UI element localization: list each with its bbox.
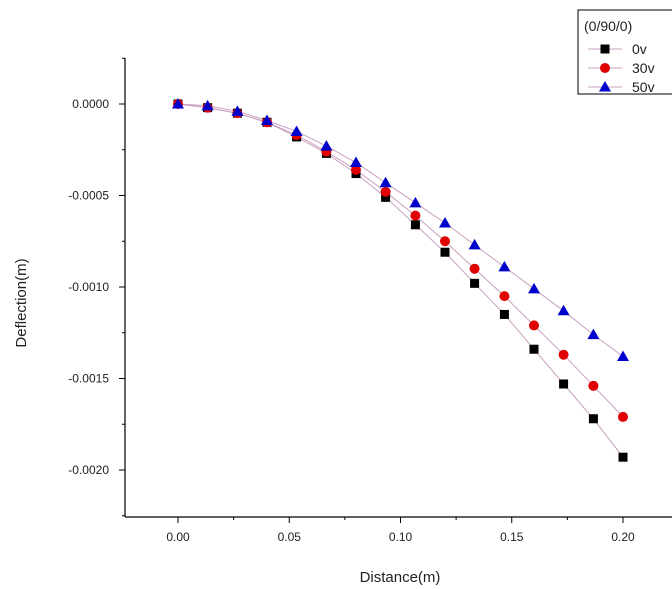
chart-series-lines: [177, 103, 624, 458]
y-tick-label: -0.0005: [68, 189, 109, 203]
data-point-50v: [528, 282, 540, 294]
x-tick-label: 0.00: [166, 530, 190, 544]
legend-marker-50v: [599, 81, 611, 92]
x-tick-label: 0.15: [500, 530, 524, 544]
data-point-50v: [172, 98, 184, 109]
data-point-50v: [468, 238, 481, 250]
x-axis-title: Distance(m): [360, 569, 441, 586]
data-point-30v: [469, 263, 480, 274]
data-point-0v: [588, 414, 598, 424]
chart-legend: (0/90/0) 0v 30v 50v: [577, 9, 672, 95]
data-point-50v: [557, 304, 570, 316]
data-point-50v: [439, 216, 451, 228]
data-point-30v: [351, 164, 361, 175]
data-point-50v: [201, 99, 214, 111]
legend-box: [577, 9, 672, 95]
x-tick-label: 0.05: [278, 530, 302, 544]
series-line-30v: [177, 103, 624, 418]
legend-label-0v: 0v: [632, 41, 647, 57]
y-tick-label: -0.0015: [68, 372, 109, 386]
data-point-0v: [381, 192, 391, 202]
data-point-30v: [380, 186, 391, 197]
series-line-0v: [177, 103, 624, 458]
x-tick-label: 0.20: [611, 530, 635, 544]
legend-marker-30v: [600, 63, 610, 73]
chart-series-markers: [172, 98, 629, 462]
y-tick-label: -0.0010: [68, 280, 109, 294]
data-point-50v: [290, 125, 303, 136]
legend-label-50v: 50v: [632, 79, 655, 95]
chart-axes: [124, 58, 672, 518]
data-point-0v: [410, 220, 420, 230]
y-axis-title: Deflection(m): [13, 258, 30, 347]
data-point-0v: [499, 309, 509, 319]
data-point-50v: [498, 260, 511, 272]
data-point-30v: [410, 210, 421, 221]
data-point-30v: [558, 349, 569, 360]
y-tick-label: 0.0000: [72, 97, 109, 111]
data-point-30v: [618, 411, 628, 422]
data-point-0v: [529, 344, 539, 354]
legend-title: (0/90/0): [584, 18, 632, 34]
data-point-0v: [618, 452, 628, 462]
data-point-50v: [587, 328, 600, 340]
data-point-50v: [350, 156, 362, 168]
chart-ticks: 0.00 0.05 0.10 0.15 0.20 0.0000 -0.0005 -0.0010…: [68, 57, 635, 544]
x-tick-label: 0.10: [389, 530, 413, 544]
data-point-30v: [588, 380, 599, 391]
series-line-50v: [177, 103, 624, 357]
data-point-30v: [499, 291, 510, 302]
data-point-0v: [559, 379, 569, 389]
data-point-50v: [379, 176, 392, 188]
data-point-0v: [470, 278, 480, 288]
data-point-50v: [231, 105, 244, 116]
data-point-50v: [261, 114, 273, 125]
legend-items: 0v 30v 50v: [588, 41, 655, 95]
y-tick-label: -0.0020: [68, 463, 109, 477]
legend-label-30v: 30v: [632, 60, 655, 76]
data-point-30v: [529, 320, 539, 331]
data-point-0v: [440, 247, 450, 257]
legend-marker-0v: [600, 44, 610, 54]
data-point-50v: [409, 196, 422, 208]
data-point-50v: [320, 140, 333, 151]
data-point-30v: [440, 236, 450, 247]
data-point-50v: [617, 350, 629, 362]
